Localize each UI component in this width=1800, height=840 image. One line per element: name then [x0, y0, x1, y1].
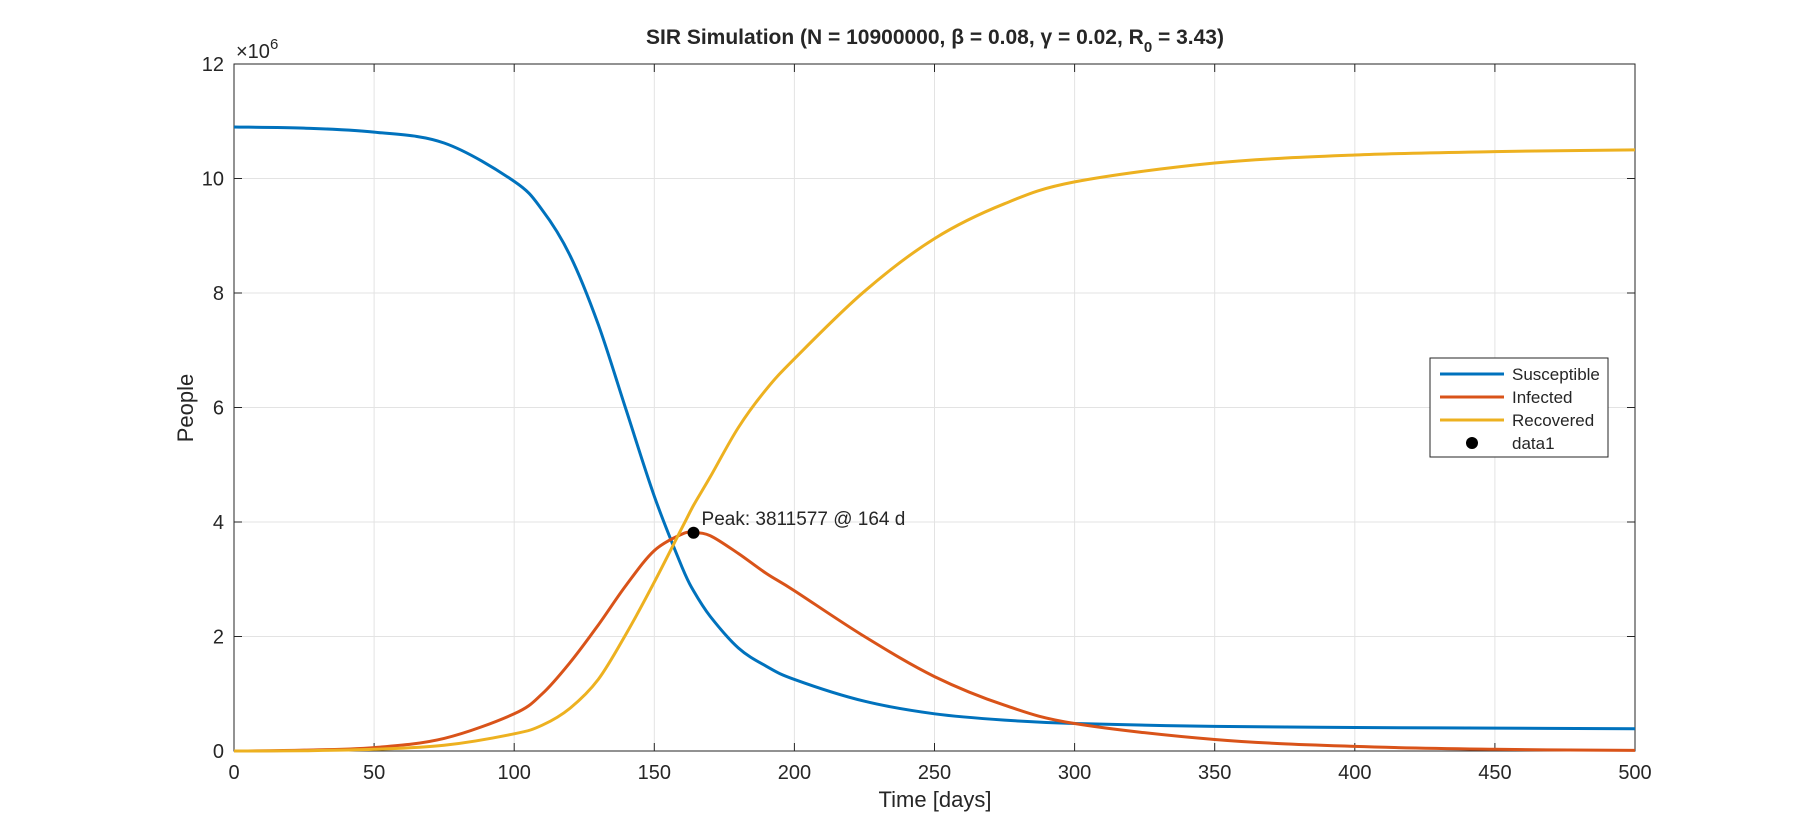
series-line-infected: [233, 530, 1636, 753]
series-line-susceptible: [233, 125, 1636, 731]
legend-label-data1: data1: [1512, 434, 1555, 453]
x-axis-label: Time [days]: [879, 787, 992, 812]
y-tick-labels: 0 2 4 6 8 10 12: [202, 54, 224, 763]
peak-marker-point: [687, 526, 700, 539]
y-axis-label: People: [173, 374, 198, 443]
legend: Susceptible Infected Recovered data1: [1429, 357, 1609, 458]
x-tick-label: 100: [498, 762, 531, 784]
legend-label-infected: Infected: [1512, 388, 1573, 407]
chart-title: SIR Simulation (N = 10900000, β = 0.08, …: [646, 26, 1224, 56]
series-lines: [233, 125, 1636, 753]
x-tick-label: 500: [1618, 762, 1651, 784]
x-tick-labels: 0 50 100 150 200 250 300 350 400 450 500: [228, 762, 1651, 784]
y-tick-label: 8: [213, 283, 224, 305]
x-tick-label: 150: [638, 762, 671, 784]
y-exponent: ×106: [236, 36, 278, 63]
y-tick-label: 12: [202, 54, 224, 76]
legend-label-susceptible: Susceptible: [1512, 365, 1600, 384]
x-tick-label: 350: [1198, 762, 1231, 784]
peak-annotation: Peak: 3811577 @ 164 d: [702, 509, 906, 530]
y-exponent-base: ×10: [236, 41, 270, 63]
y-tick-label: 0: [213, 741, 224, 763]
y-exponent-power: 6: [270, 36, 278, 53]
series-line-recovered: [233, 148, 1636, 753]
x-tick-label: 50: [363, 762, 385, 784]
legend-marker-data1: [1466, 437, 1478, 449]
y-tick-label: 2: [213, 627, 224, 649]
x-tick-label: 250: [918, 762, 951, 784]
x-tick-label: 0: [228, 762, 239, 784]
x-tick-label: 200: [778, 762, 811, 784]
x-tick-label: 400: [1338, 762, 1371, 784]
y-tick-label: 6: [213, 398, 224, 420]
legend-label-recovered: Recovered: [1512, 411, 1594, 430]
chart-title-sub: 0: [1144, 39, 1152, 56]
chart-title-main: SIR Simulation (N = 10900000, β = 0.08, …: [646, 26, 1144, 49]
y-tick-label: 10: [202, 169, 224, 191]
chart-title-tail: = 3.43): [1152, 26, 1224, 49]
x-tick-label: 450: [1478, 762, 1511, 784]
y-tick-label: 4: [213, 512, 224, 534]
x-tick-label: 300: [1058, 762, 1091, 784]
